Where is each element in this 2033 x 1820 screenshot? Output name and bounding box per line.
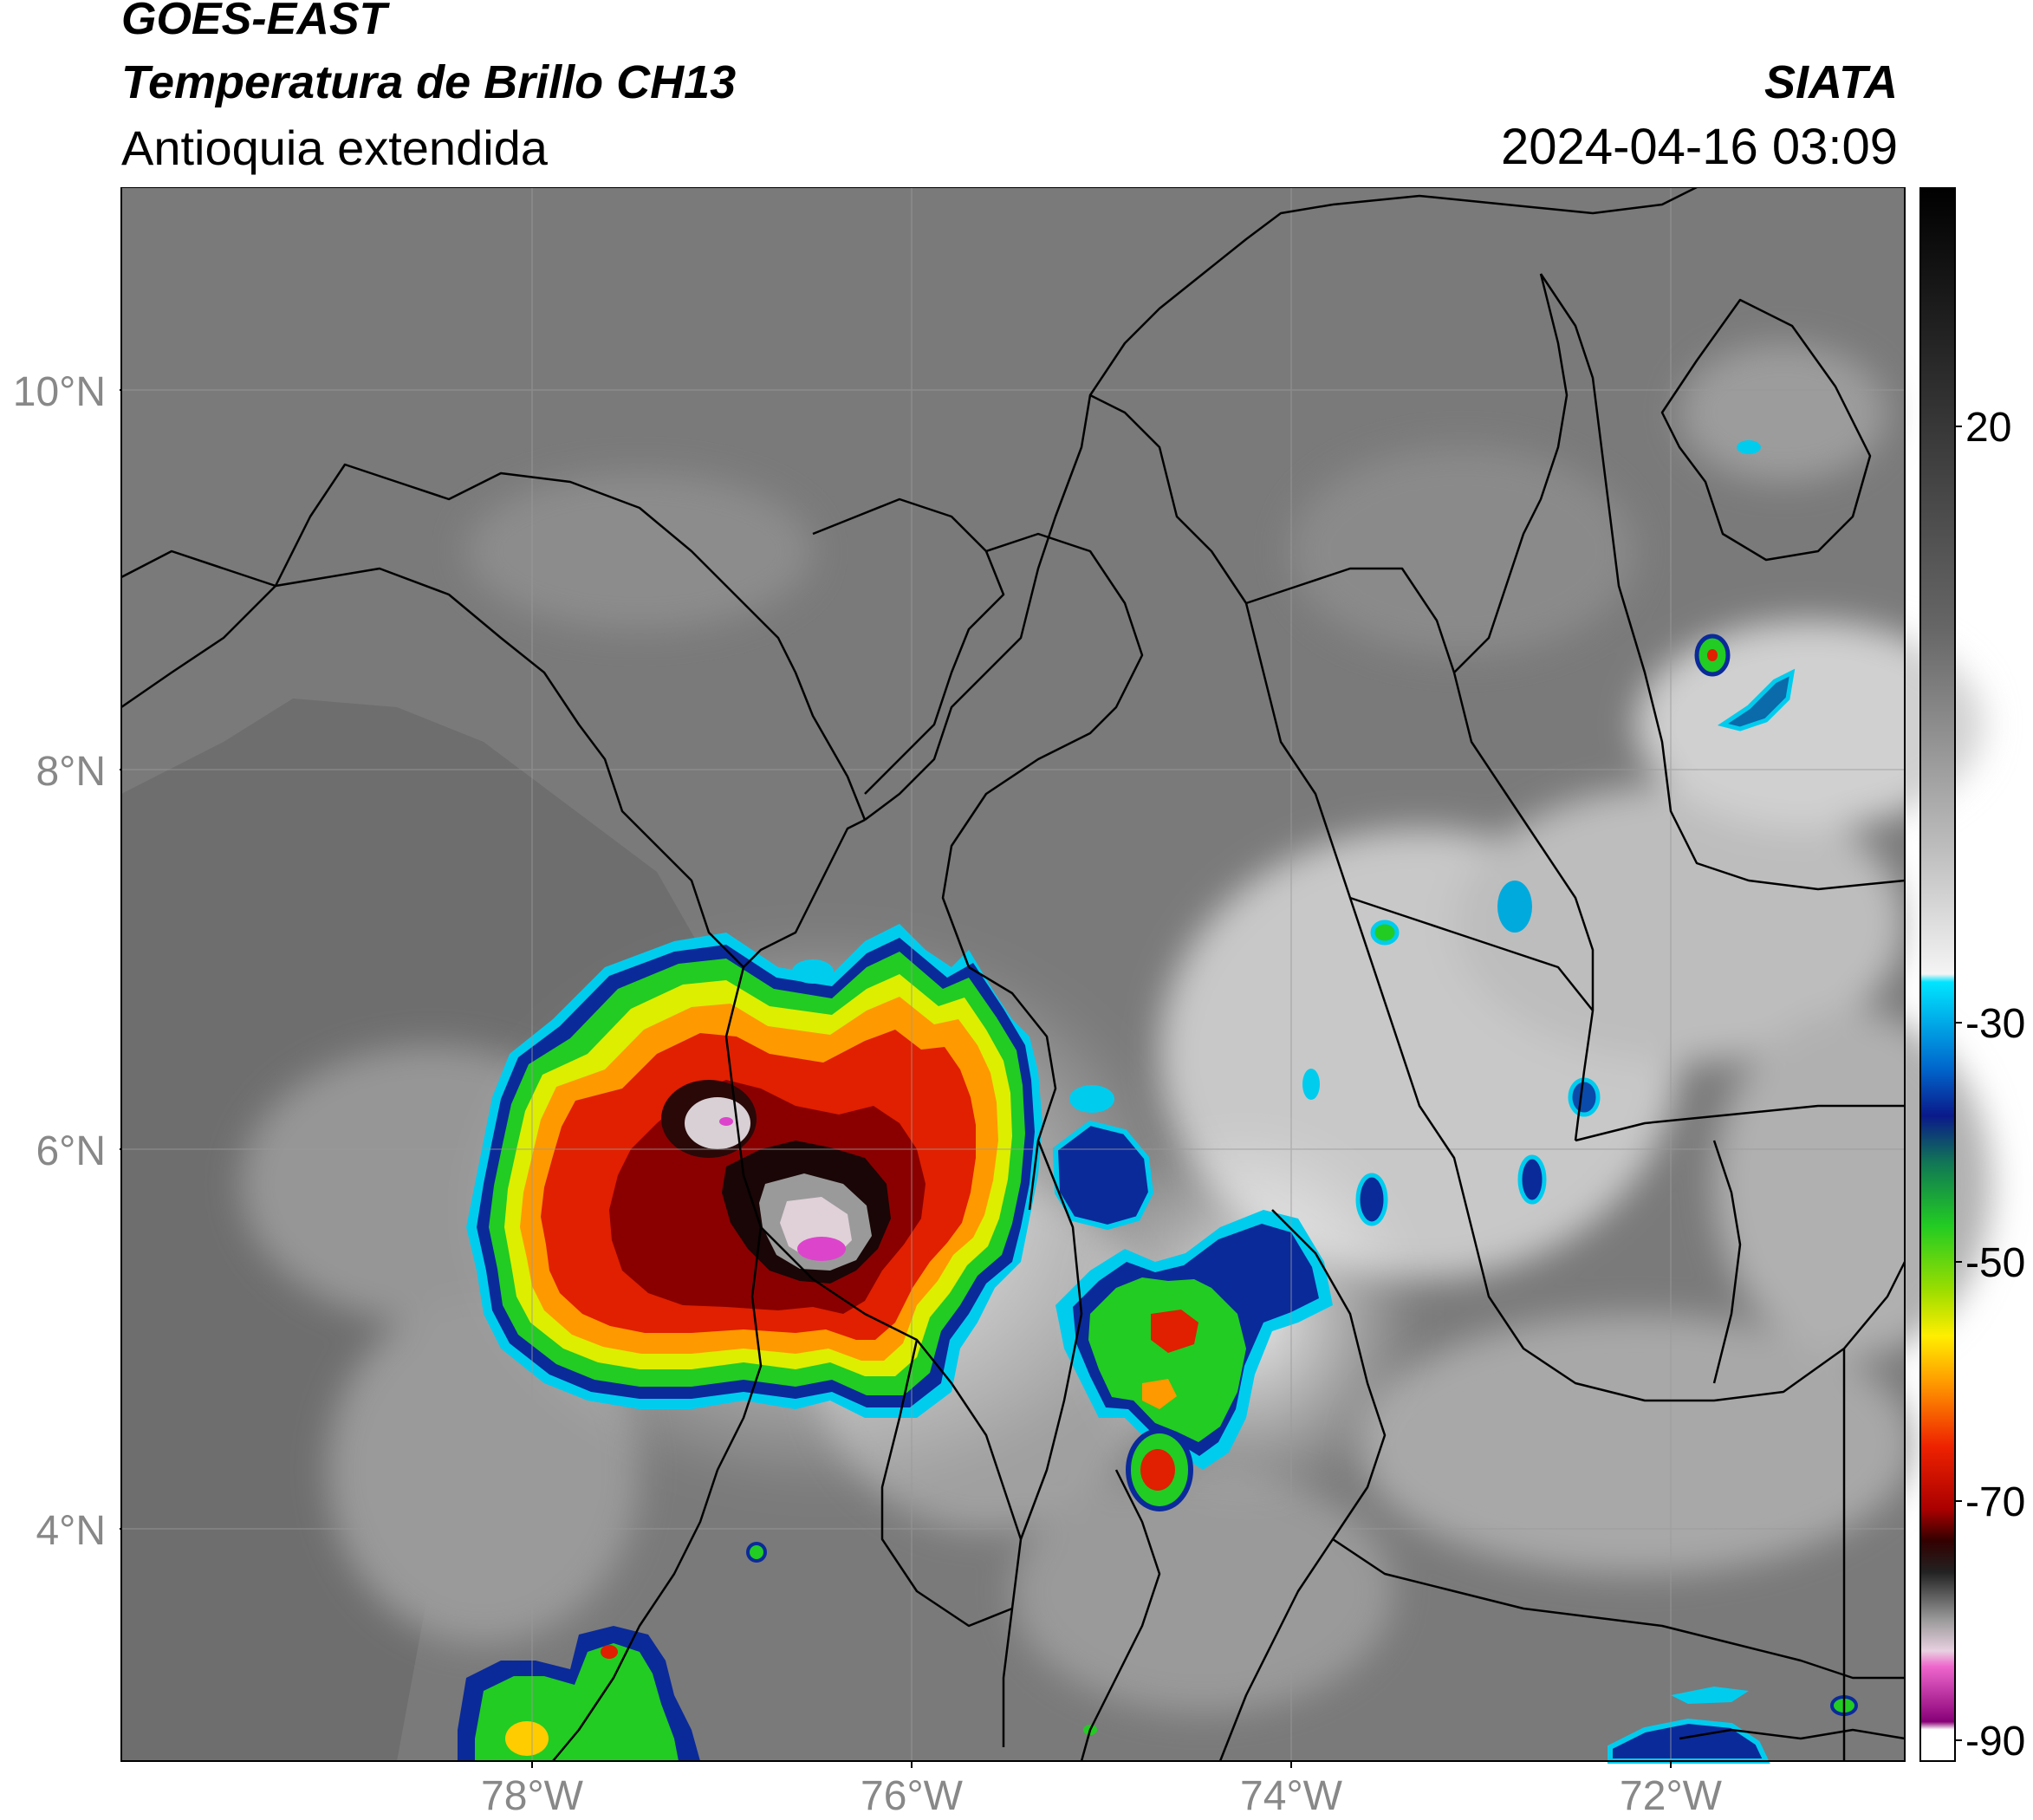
lon-label-74w: 74°W bbox=[1240, 1773, 1343, 1819]
main-storm-cell bbox=[466, 924, 1042, 1418]
secondary-storm-cells bbox=[458, 440, 1858, 1764]
cell-central-red bbox=[1151, 1310, 1198, 1353]
cell-southwest-red bbox=[601, 1645, 618, 1659]
coastline-guajira bbox=[1332, 187, 1698, 215]
coastline-panama-south bbox=[120, 549, 744, 968]
lon-label-76w: 76°W bbox=[861, 1773, 964, 1819]
dept-border bbox=[1383, 1001, 1906, 1402]
timestamp-label: 2024-04-16 03:09 bbox=[1501, 119, 1898, 175]
dept-border bbox=[880, 1339, 1013, 1628]
lat-label-10n: 10°N bbox=[13, 369, 106, 415]
cell-isolated bbox=[1497, 881, 1532, 933]
cell-isolated bbox=[1737, 440, 1761, 454]
dept-border bbox=[1453, 273, 1569, 673]
dept-border bbox=[1712, 1140, 1742, 1384]
cell-isolated bbox=[1517, 1154, 1547, 1205]
cell-isolated bbox=[1370, 920, 1400, 946]
colorbar-label-minus70: -70 bbox=[1965, 1479, 2025, 1525]
dept-border bbox=[812, 497, 1005, 795]
cell-southeast-streak bbox=[1671, 1687, 1749, 1704]
map-subtitle-region: Antioquia extendida bbox=[121, 120, 548, 175]
coastline-panama-north bbox=[120, 463, 867, 821]
cloud-field bbox=[1359, 1314, 1913, 1574]
cloud-field bbox=[1012, 1470, 1393, 1713]
cell-isolated bbox=[1568, 1077, 1601, 1117]
coastline-south-east bbox=[1679, 1728, 1906, 1740]
coastline-colombia-pacific bbox=[552, 966, 763, 1762]
border-colombia-venezuela bbox=[1539, 273, 1906, 891]
dept-border bbox=[1332, 1537, 1905, 1680]
cloud-field bbox=[1454, 785, 1905, 1063]
lat-label-4n: 4°N bbox=[36, 1508, 106, 1554]
cloud-field bbox=[1636, 621, 1983, 829]
satellite-map: 78°W 76°W 74°W 72°W 20 -30 -50 -70 -90 bbox=[120, 187, 2025, 1819]
dept-border bbox=[968, 965, 1057, 1211]
dept-border bbox=[1002, 1140, 1083, 1747]
cell-isolated bbox=[746, 1542, 767, 1563]
cell-central-orange bbox=[1142, 1379, 1177, 1409]
colorbar-label-minus90: -90 bbox=[1965, 1719, 2025, 1765]
coastline-maracaibo-lake bbox=[1660, 298, 1872, 562]
cell-isolated bbox=[1069, 1085, 1114, 1113]
dept-border bbox=[1080, 1469, 1161, 1762]
cloud-field bbox=[1679, 343, 1887, 482]
lon-label-72w: 72°W bbox=[1620, 1773, 1723, 1819]
secondary-core-light bbox=[685, 1097, 750, 1149]
cell-streak bbox=[1717, 668, 1796, 731]
cell-southwest-yellow bbox=[505, 1721, 549, 1756]
lon-label-78w: 78°W bbox=[481, 1773, 584, 1819]
cloud-field bbox=[1289, 447, 1636, 655]
cell-isolated bbox=[1302, 1069, 1320, 1100]
cell-south-core bbox=[1140, 1449, 1175, 1491]
colorbar-label-20: 20 bbox=[1965, 405, 2011, 451]
contour-magenta-core bbox=[797, 1237, 846, 1261]
border-panama-colombia bbox=[743, 818, 866, 968]
colorbar-gradient bbox=[1919, 187, 1956, 1762]
colorbar-label-minus50: -50 bbox=[1965, 1240, 2025, 1286]
cell-isolated bbox=[1707, 649, 1718, 661]
cell-central-green bbox=[1088, 1277, 1246, 1442]
dept-border bbox=[1349, 896, 1594, 1011]
colorbar-label-minus30: -30 bbox=[1965, 1001, 2025, 1047]
cell-isolated bbox=[792, 959, 834, 984]
lat-axis bbox=[120, 389, 121, 1530]
lat-labels: 10°N 8°N 6°N 4°N bbox=[13, 369, 106, 1554]
graticule bbox=[121, 187, 1905, 1761]
dept-border bbox=[1218, 1209, 1387, 1762]
lat-label-8n: 8°N bbox=[36, 749, 106, 795]
colorbar: 20 -30 -50 -70 -90 bbox=[1919, 187, 2025, 1765]
lat-label-6n: 6°N bbox=[36, 1128, 106, 1174]
map-title-satellite: GOES-EAST bbox=[121, 0, 387, 44]
boundaries bbox=[120, 187, 1906, 1762]
border-colombia-venezuela-east bbox=[1575, 1104, 1905, 1142]
coastline-colombia-caribbean bbox=[864, 203, 1334, 821]
cloud-field bbox=[466, 473, 813, 629]
cell-isolated bbox=[1355, 1173, 1388, 1226]
organization-label: SIATA bbox=[1764, 56, 1898, 108]
dept-border bbox=[760, 1226, 1023, 1540]
map-title-product: Temperatura de Brillo CH13 bbox=[121, 56, 737, 108]
map-plot-area bbox=[120, 187, 1991, 1764]
dept-border bbox=[941, 532, 1144, 968]
lon-axis: 78°W 76°W 74°W 72°W bbox=[481, 1761, 1723, 1819]
secondary-core-magenta bbox=[719, 1117, 733, 1126]
dept-border bbox=[1245, 567, 1595, 1141]
map-frame bbox=[120, 187, 1906, 1762]
